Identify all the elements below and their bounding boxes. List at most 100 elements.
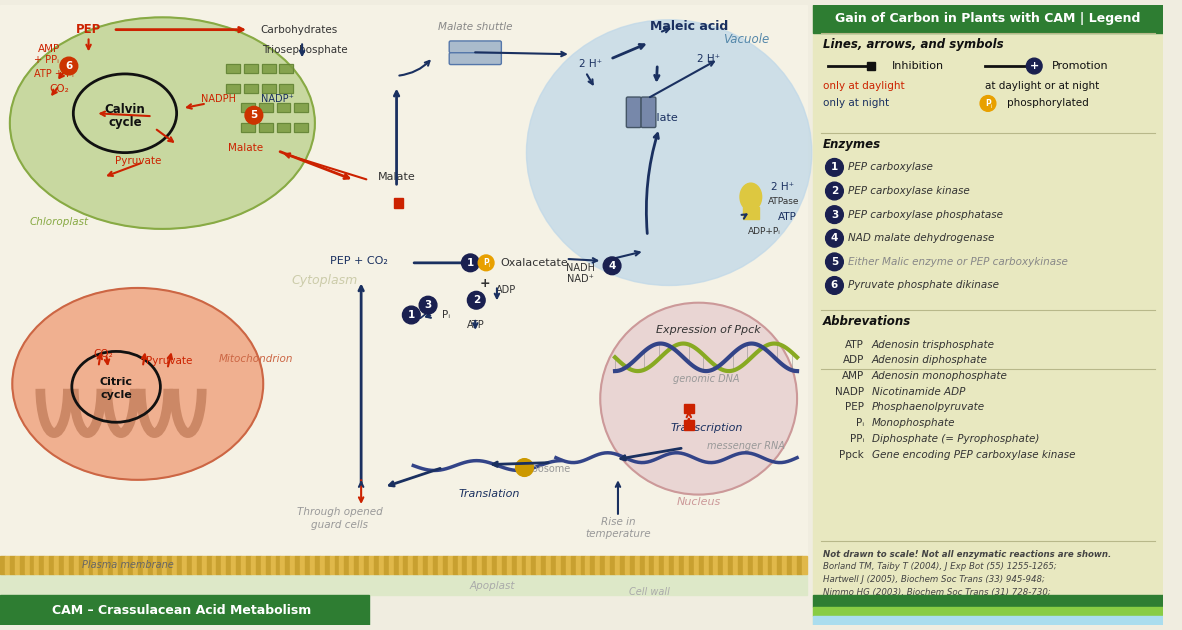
Bar (0, 574, 807, 595)
Bar (320, 556, 325, 574)
Bar (703, 556, 708, 574)
Text: P: P (483, 258, 489, 267)
Bar (591, 556, 596, 574)
Text: Either Malic enzyme or PEP carboxykinase: Either Malic enzyme or PEP carboxykinase (849, 257, 1069, 267)
Text: Borland TM, Taiby T (2004), J Exp Bot (55) 1255-1265;: Borland TM, Taiby T (2004), J Exp Bot (5… (823, 563, 1057, 571)
Bar (384, 556, 389, 574)
Text: PEP: PEP (845, 403, 864, 413)
Bar (277, 103, 291, 112)
Bar (335, 556, 339, 574)
Bar (813, 5, 1163, 625)
Bar (689, 556, 694, 574)
Bar (202, 556, 207, 574)
Bar (294, 103, 309, 112)
Bar (619, 556, 625, 574)
Bar (792, 556, 797, 574)
Bar (615, 556, 619, 574)
Bar (502, 556, 507, 574)
Bar (428, 556, 433, 574)
Text: NADP⁺: NADP⁺ (261, 93, 294, 103)
Bar (118, 556, 123, 574)
Bar (478, 556, 482, 574)
Text: AMP: AMP (38, 44, 60, 54)
Text: Malate: Malate (641, 113, 678, 123)
Bar (379, 556, 384, 574)
Bar (294, 123, 309, 132)
Bar (162, 556, 168, 574)
Bar (285, 556, 291, 574)
Bar (241, 103, 255, 112)
Bar (708, 556, 714, 574)
Bar (330, 556, 335, 574)
Text: NAD⁺: NAD⁺ (567, 273, 595, 284)
Text: 1: 1 (408, 310, 415, 320)
Text: CO₂: CO₂ (93, 350, 113, 359)
Circle shape (980, 96, 996, 112)
Circle shape (825, 229, 843, 247)
Bar (344, 556, 350, 574)
Text: Gain of Carbon in Plants with CAM | Legend: Gain of Carbon in Plants with CAM | Lege… (836, 13, 1141, 25)
Text: Citric: Citric (99, 377, 132, 387)
Text: Pyruvate phosphate dikinase: Pyruvate phosphate dikinase (849, 280, 999, 290)
Bar (457, 556, 462, 574)
Bar (797, 556, 801, 574)
Text: NADP: NADP (834, 387, 864, 397)
Bar (294, 123, 309, 132)
Text: Nicotinamide ADP: Nicotinamide ADP (872, 387, 966, 397)
Bar (261, 64, 275, 73)
Bar (157, 556, 162, 574)
Text: Malate: Malate (228, 143, 264, 152)
Bar (374, 556, 379, 574)
Bar (241, 123, 255, 132)
Ellipse shape (526, 20, 812, 285)
Bar (294, 103, 309, 112)
FancyBboxPatch shape (449, 41, 501, 53)
Text: Adenosin trisphosphate: Adenosin trisphosphate (872, 340, 995, 350)
Bar (625, 556, 630, 574)
Bar (277, 103, 291, 112)
Bar (694, 556, 699, 574)
Bar (350, 556, 355, 574)
Bar (585, 556, 591, 574)
Bar (5, 556, 9, 574)
Bar (109, 556, 113, 574)
Text: ATP: ATP (778, 212, 797, 222)
Text: guard cells: guard cells (311, 520, 368, 530)
Bar (226, 64, 240, 73)
Text: NADPH: NADPH (201, 93, 236, 103)
Bar (69, 556, 73, 574)
Bar (261, 84, 275, 93)
Text: Ribosome: Ribosome (522, 464, 570, 474)
Text: P: P (985, 99, 991, 108)
Circle shape (825, 206, 843, 224)
Bar (14, 556, 20, 574)
Bar (152, 556, 157, 574)
Bar (600, 556, 605, 574)
Bar (25, 556, 30, 574)
Ellipse shape (740, 183, 761, 210)
Bar (187, 556, 191, 574)
Ellipse shape (600, 302, 797, 495)
Text: 6: 6 (831, 280, 838, 290)
Bar (359, 556, 364, 574)
Text: ATP: ATP (467, 320, 485, 330)
FancyBboxPatch shape (626, 97, 641, 127)
Bar (89, 556, 93, 574)
Bar (728, 556, 733, 574)
Bar (241, 103, 255, 112)
Bar (291, 556, 296, 574)
Text: 2: 2 (473, 295, 480, 306)
Bar (537, 556, 541, 574)
Bar (0, 5, 807, 625)
Text: Oxalacetate: Oxalacetate (500, 258, 569, 268)
Bar (221, 556, 226, 574)
Text: R: R (14, 608, 21, 618)
Ellipse shape (9, 18, 314, 229)
Bar (226, 64, 240, 73)
Bar (467, 556, 473, 574)
Text: phosphorylated: phosphorylated (1007, 98, 1089, 108)
Text: Translation: Translation (459, 489, 520, 499)
Text: at daylight or at night: at daylight or at night (985, 81, 1099, 91)
Text: 5: 5 (831, 257, 838, 267)
Bar (678, 556, 684, 574)
